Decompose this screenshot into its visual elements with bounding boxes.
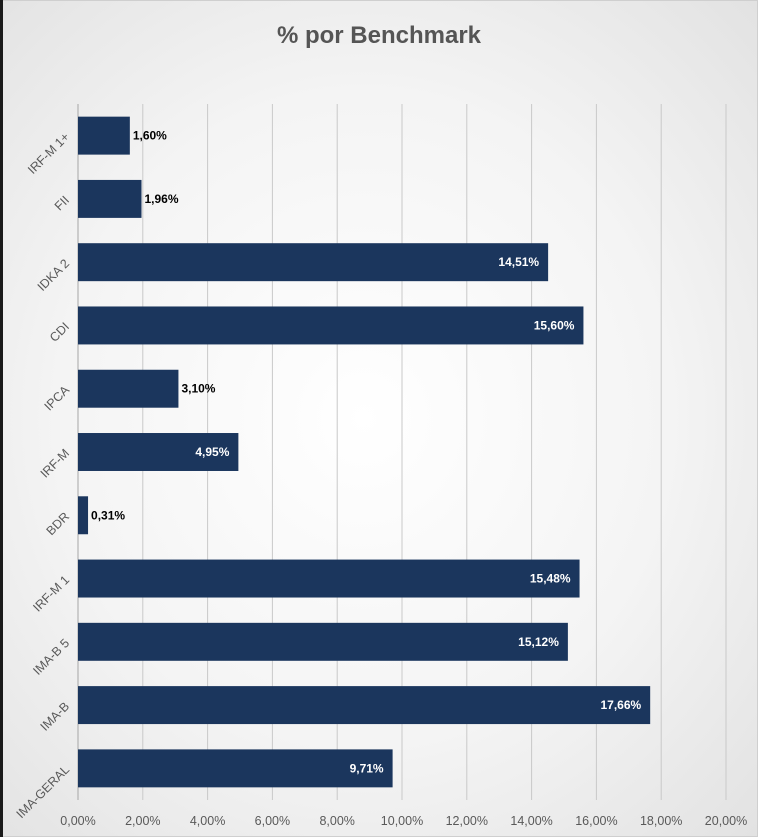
data-label: 1,96%	[145, 192, 179, 206]
data-label: 1,60%	[133, 129, 167, 143]
bar	[78, 749, 393, 788]
data-label: 3,10%	[181, 382, 215, 396]
x-axis-ticks: 0,00% 2,00% 4,00% 6,00% 8,00% 10,00% 12,00% 14,…	[60, 814, 747, 828]
bar	[78, 433, 239, 471]
y-category-label: IMA-B	[38, 699, 72, 733]
x-tick-label: 8,00%	[319, 814, 354, 828]
y-axis-ticks: IRF-M 1+ FII IDKA 2 CDI IPCA IRF-M BDR IRF-M 1 I…	[14, 130, 73, 821]
bar	[78, 116, 130, 155]
x-tick-label: 20,00%	[705, 814, 747, 828]
x-tick-label: 16,00%	[575, 814, 617, 828]
x-tick-label: 10,00%	[381, 814, 423, 828]
y-category-label: IRF-M 1	[30, 573, 72, 615]
bar	[78, 559, 580, 598]
bar	[78, 179, 142, 218]
x-tick-label: 0,00%	[60, 814, 95, 828]
data-label: 15,12%	[518, 635, 559, 649]
data-label: 9,71%	[350, 761, 384, 775]
x-tick-label: 12,00%	[446, 814, 488, 828]
data-label: 4,95%	[195, 445, 229, 459]
bar	[78, 306, 584, 345]
data-label: 14,51%	[498, 255, 539, 269]
x-tick-label: 2,00%	[125, 814, 160, 828]
x-tick-label: 4,00%	[190, 814, 225, 828]
left-edge-border	[0, 0, 3, 837]
data-label: 15,60%	[534, 318, 575, 332]
y-category-label: IRF-M 1+	[25, 130, 72, 177]
bar	[78, 369, 179, 408]
y-category-label: IPCA	[42, 382, 73, 413]
x-tick-label: 14,00%	[510, 814, 552, 828]
y-category-label: BDR	[44, 509, 73, 538]
data-label: 15,48%	[530, 572, 571, 586]
bar	[78, 496, 89, 535]
bar	[78, 622, 568, 661]
data-label: 17,66%	[600, 698, 641, 712]
bar	[78, 243, 549, 282]
y-category-label: IMA-B 5	[30, 636, 72, 678]
x-tick-label: 18,00%	[640, 814, 682, 828]
chart-title: % por Benchmark	[276, 22, 482, 49]
data-label-layer: 1,60% 1,96% 14,51% 15,60% 3,10% 4,95% 0,31% 15,…	[91, 129, 641, 776]
y-category-label: IRF-M	[38, 446, 72, 480]
data-label: 0,31%	[91, 508, 125, 522]
y-category-label: FII	[52, 193, 72, 213]
y-category-label: IDKA 2	[35, 256, 72, 293]
x-tick-label: 6,00%	[255, 814, 290, 828]
y-category-label: CDI	[47, 320, 72, 345]
bar-layer	[78, 116, 651, 788]
y-category-label: IMA-GERAL	[14, 763, 73, 822]
bar	[78, 686, 651, 725]
